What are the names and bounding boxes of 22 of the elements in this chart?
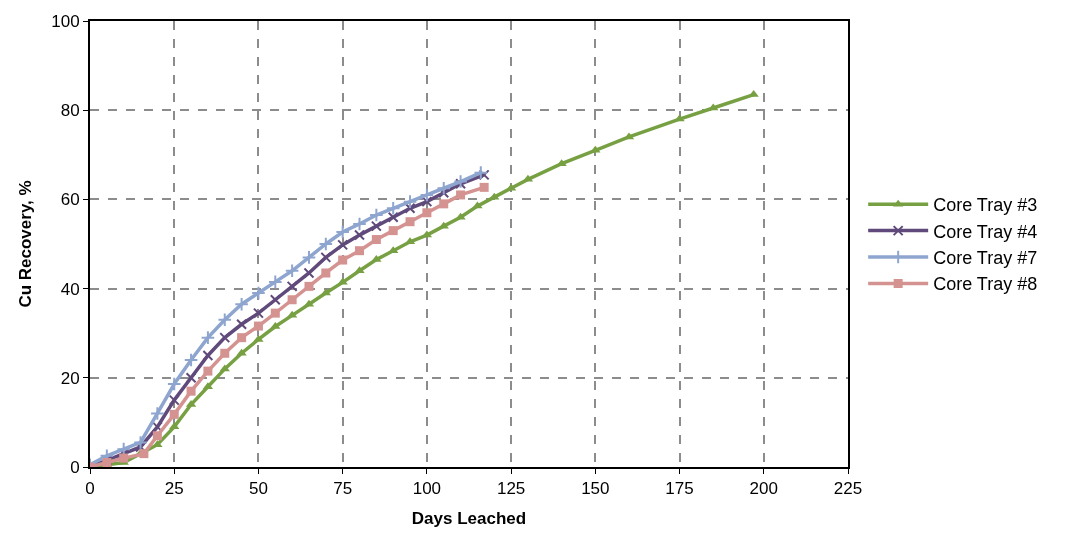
x-tick-label: 175 [665, 479, 694, 499]
legend-label: Core Tray #4 [933, 221, 1038, 242]
legend-label: Core Tray #3 [933, 195, 1038, 216]
y-tick-label: 100 [51, 11, 80, 31]
y-axis-title: Cu Recovery, % [16, 180, 36, 308]
x-tick-label: 100 [412, 479, 442, 499]
x-tick-label: 75 [333, 479, 353, 499]
y-tick-label: 80 [60, 101, 80, 121]
x-tick-label: 0 [85, 479, 95, 499]
x-tick-label: 225 [833, 479, 863, 499]
x-tick-label: 50 [248, 479, 268, 499]
y-tick-label: 40 [60, 279, 80, 299]
x-axis-title: Days Leached [411, 509, 527, 529]
x-tick-label: 150 [581, 479, 610, 499]
x-tick-label: 25 [164, 479, 184, 499]
y-tick-label: 0 [70, 457, 80, 477]
legend-label: Core Tray #7 [933, 248, 1038, 269]
x-tick-label: 125 [496, 479, 526, 499]
legend-label: Core Tray #8 [933, 274, 1038, 295]
y-tick-label: 20 [60, 368, 80, 388]
x-tick-label: 200 [749, 479, 778, 499]
y-tick-label: 60 [60, 190, 80, 210]
